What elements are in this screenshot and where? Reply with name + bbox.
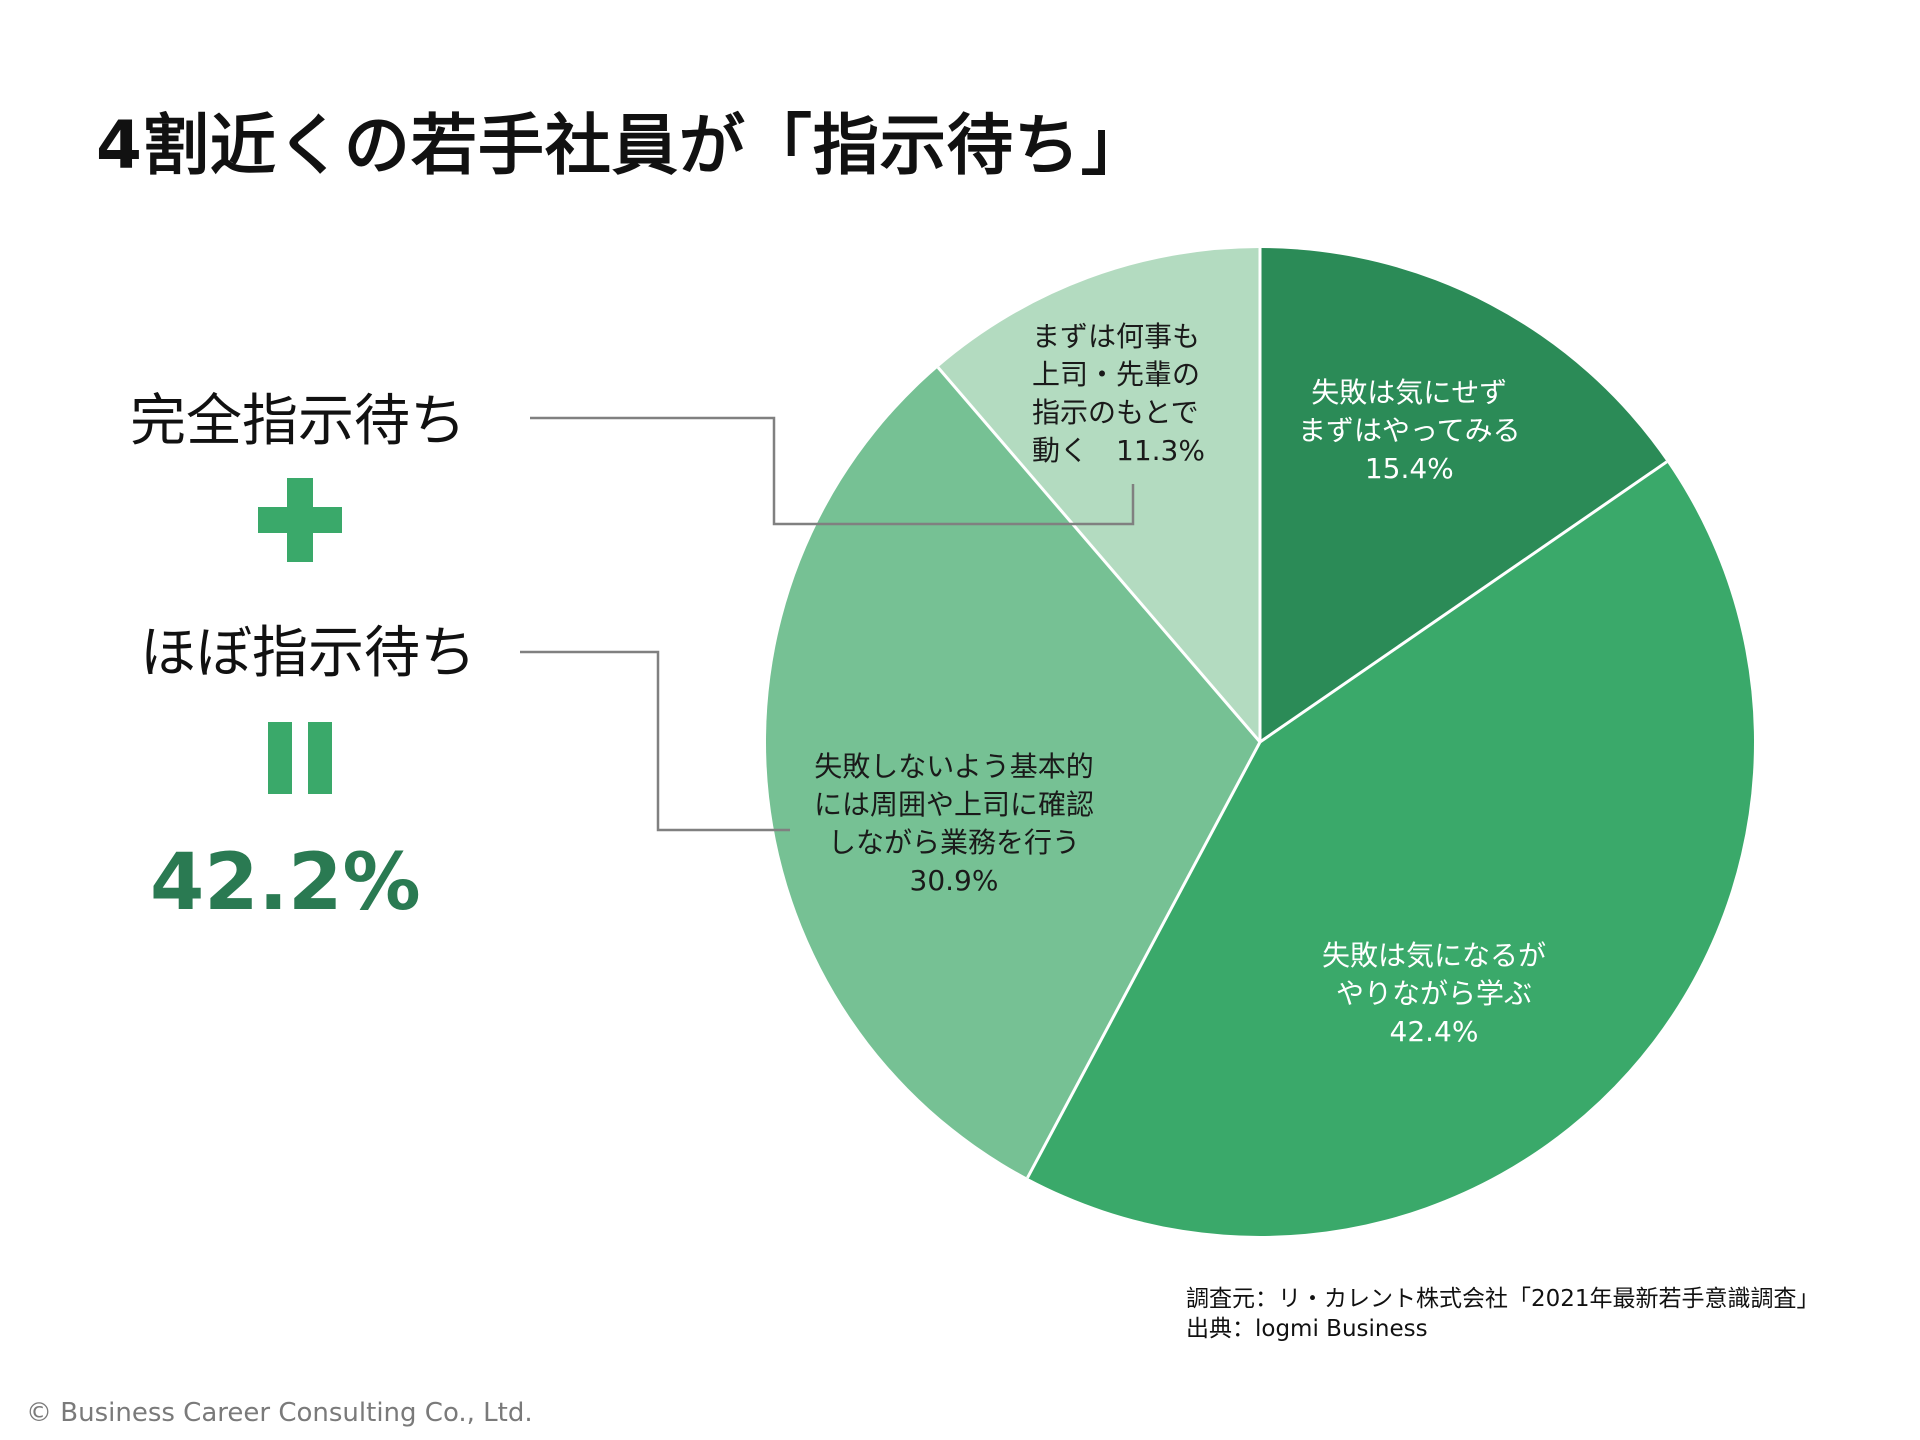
- pie-slice-learn-while-doing: [1027, 461, 1755, 1236]
- total-percent: 42.2%: [150, 838, 421, 928]
- copyright: © Business Career Consulting Co., Ltd.: [26, 1398, 533, 1428]
- pie-divider: [1259, 460, 1668, 744]
- equals-icon: [268, 722, 332, 794]
- pie-divider: [1026, 741, 1262, 1179]
- source-citation: 出典：logmi Business: [1186, 1316, 1428, 1342]
- plus-icon: [258, 478, 342, 562]
- pie-slice-check-with-boss: [766, 367, 1260, 1178]
- pie-slice-try-first: [1260, 248, 1667, 742]
- slice-label-follow-instructions: まずは何事も 上司・先輩の 指示のもとで 動く 11.3%: [1032, 320, 1205, 467]
- source-survey: 調査元：リ・カレント株式会社「2021年最新若手意識調査」: [1186, 1286, 1820, 1312]
- pie-slice-follow-instructions: [937, 248, 1260, 742]
- slice-label-check-with-boss: 失敗しないよう基本的 には周囲や上司に確認 しながら業務を行う 30.9%: [814, 750, 1095, 897]
- slice-label-learn-while-doing: 失敗は気になるが やりながら学ぶ 42.4%: [1322, 939, 1547, 1048]
- source-note: 調査元：リ・カレント株式会社「2021年最新若手意識調査」 出典：logmi B…: [1186, 1284, 1820, 1344]
- leader-line-almost: [520, 650, 790, 832]
- label-full-waiting: 完全指示待ち: [130, 389, 466, 454]
- leader-line-full: [530, 416, 1135, 526]
- slice-label-try-first: 失敗は気にせず まずはやってみる 15.4%: [1298, 376, 1521, 485]
- pie-divider: [936, 366, 1262, 743]
- page-title: 4割近くの若手社員が「指示待ち」: [96, 107, 1148, 184]
- label-almost-waiting: ほぼ指示待ち: [140, 621, 476, 686]
